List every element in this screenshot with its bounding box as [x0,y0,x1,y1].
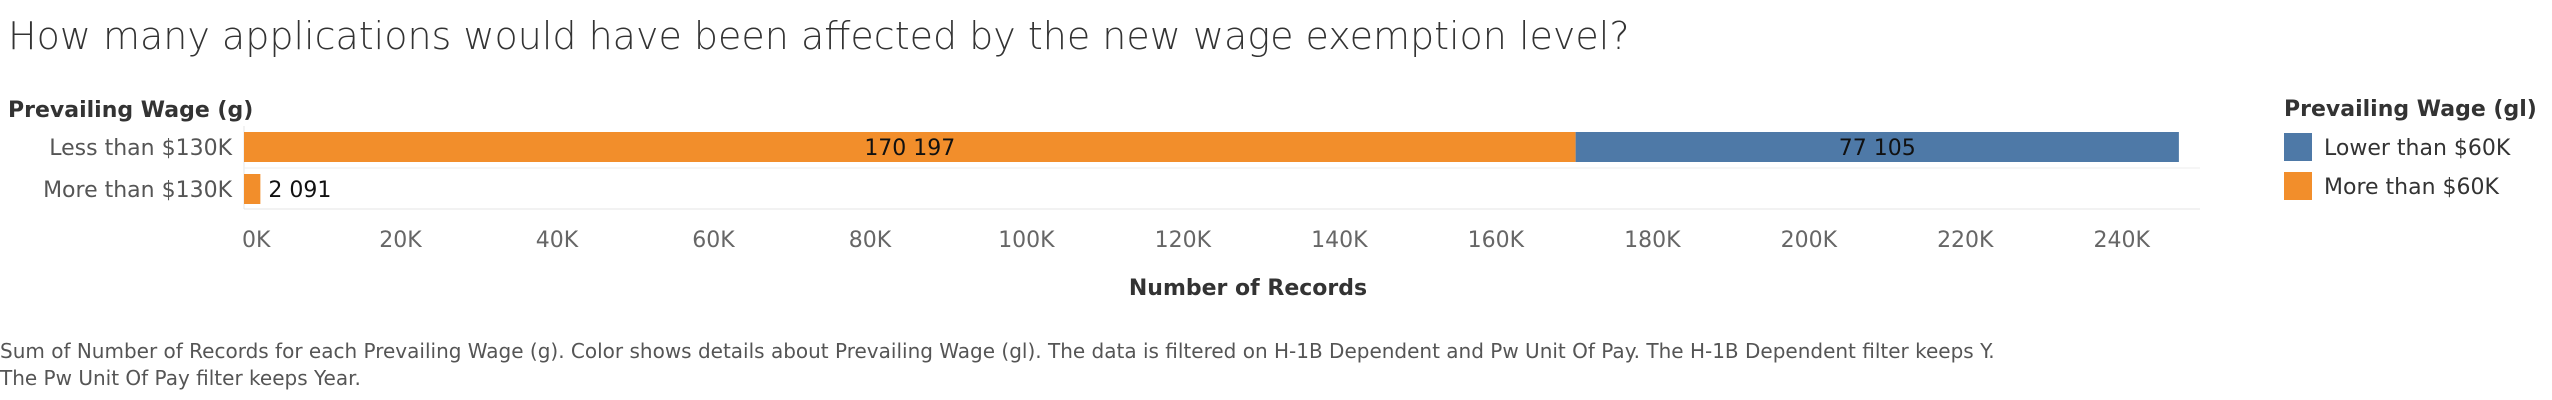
x-tick-label-40k: 40K [536,228,579,253]
x-tick-label-160k: 160K [1468,228,1525,253]
bar-less-than-130k-more-than-60k[interactable] [244,132,1576,162]
caption-line-1: Sum of Number of Records for each Prevai… [0,339,1995,363]
x-tick-label-100k: 100K [998,228,1055,253]
legend-title: Prevailing Wage (gl) [2284,97,2537,122]
x-tick-label-20k: 20K [379,228,422,253]
x-axis-title: Number of Records [1129,276,1367,301]
x-tick-label-200k: 200K [1781,228,1838,253]
legend-swatch-lower-than-60k[interactable] [2284,133,2312,161]
bar-label-more-than-130k-more-than-60k: 2 091 [268,178,331,203]
bar-less-than-130k-lower-than-60k[interactable] [1575,132,2179,162]
row-header: Prevailing Wage (g) [8,98,253,123]
x-tick-label-220k: 220K [1937,228,1994,253]
x-tick-label-140k: 140K [1311,228,1368,253]
legend-label-more-than-60k[interactable]: More than $60K [2324,175,2500,200]
bar-chart: Prevailing Wage (g) Less than $130K More t… [8,97,2537,301]
bar-more-than-130k-more-than-60k[interactable] [244,174,261,204]
bar-label-less-than-130k-lower-than-60k: 77 105 [1839,136,1916,161]
bar-label-less-than-130k-more-than-60k: 170 197 [864,136,955,161]
chart-caption: Sum of Number of Records for each Prevai… [0,338,2540,392]
x-tick-label-240k: 240K [2094,228,2151,253]
x-tick-label-60k: 60K [692,228,735,253]
x-tick-label-180k: 180K [1624,228,1681,253]
category-label-more-than-130k: More than $130K [43,178,233,203]
x-tick-label-0k: 0K [242,228,271,253]
legend-swatch-more-than-60k[interactable] [2284,172,2312,200]
caption-line-2: The Pw Unit Of Pay filter keeps Year. [0,366,361,390]
x-tick-label-80k: 80K [849,228,892,253]
x-tick-label-120k: 120K [1155,228,1212,253]
category-label-less-than-130k: Less than $130K [49,136,232,161]
legend-label-lower-than-60k[interactable]: Lower than $60K [2324,136,2511,161]
chart-title: How many applications would have been af… [8,14,1630,58]
